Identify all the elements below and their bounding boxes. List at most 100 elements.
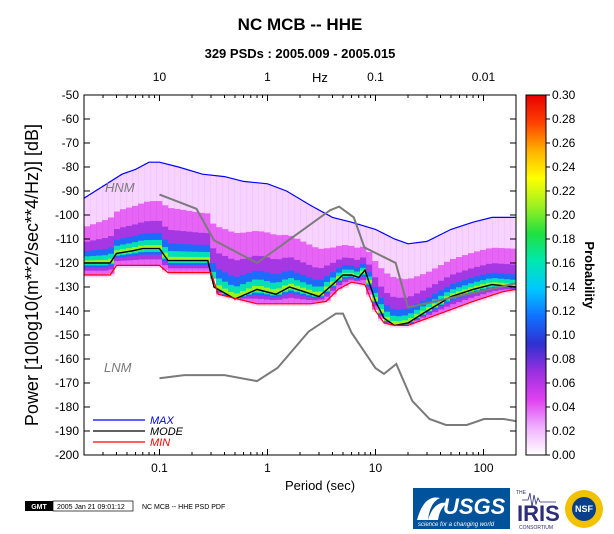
pdf-cell <box>186 256 193 262</box>
pdf-cell <box>390 315 397 326</box>
pdf-cell <box>486 282 493 287</box>
nsf-logo-text: NSF <box>575 504 594 514</box>
plot-area <box>83 94 517 456</box>
pdf-cell <box>270 282 277 296</box>
colorbar-gradient <box>525 94 547 456</box>
pdf-cell <box>276 288 283 294</box>
pdf-cell <box>312 291 319 296</box>
pdf-cell <box>216 285 223 291</box>
pdf-cell <box>390 320 397 325</box>
usgs-tagline: science for a changing world <box>418 522 495 528</box>
pdf-cell <box>240 290 247 296</box>
pdf-cell <box>384 316 391 321</box>
pdf-cell <box>456 291 463 295</box>
pdf-cell <box>264 287 271 293</box>
pdf-cell <box>102 259 109 264</box>
pdf-cell <box>144 245 151 250</box>
colorbar-tick-label: 0.28 <box>552 112 576 126</box>
iris-logo: THE IRIS CONSORTIUM <box>516 490 560 531</box>
y-tick-label: -140 <box>55 304 79 318</box>
pdf-cell <box>318 291 325 296</box>
y-tick-label: -90 <box>62 184 80 198</box>
colorbar: 0.00 0.02 0.04 0.06 0.08 0.10 0.12 0.14 0.16 0.18… <box>525 88 597 462</box>
pdf-cell <box>498 282 505 287</box>
y-tick-label: -150 <box>55 328 79 342</box>
pdf-cell <box>354 274 361 278</box>
colorbar-tick-label: 0.06 <box>552 376 576 390</box>
pdf-cell <box>384 311 391 322</box>
colorbar-tick-label: 0.24 <box>552 160 576 174</box>
pdf-cell <box>450 293 457 297</box>
top-axis-ticks: 10 1 0.1 0.01 <box>153 70 496 84</box>
pdf-cell <box>510 283 516 288</box>
pdf-cell <box>318 286 325 297</box>
x-axis-label: Period (sec) <box>285 478 355 493</box>
legend-label: MAX <box>150 415 175 427</box>
colorbar-tick-label: 0.30 <box>552 88 576 102</box>
gmt-badge-text: GMT <box>31 504 47 511</box>
pdf-cell <box>114 250 121 255</box>
y-tick-label: -70 <box>62 136 80 150</box>
pdf-cell <box>222 281 229 295</box>
y-axis-label: Power [10log10(m**2/sec**4/Hz)] [dB] <box>22 124 42 426</box>
x-tick-label: 10 <box>369 461 383 475</box>
top-tick-label: 1 <box>264 70 271 84</box>
top-tick-label: 0.1 <box>367 70 384 84</box>
legend-label: MIN <box>150 437 170 449</box>
pdf-cell <box>414 314 421 318</box>
pdf-cell <box>234 293 241 299</box>
x-tick-label: 100 <box>473 461 493 475</box>
pdf-cell <box>396 316 403 326</box>
legend-label: MODE <box>150 426 184 438</box>
colorbar-tick-label: 0.20 <box>552 208 576 222</box>
y-tick-label: -190 <box>55 424 79 438</box>
pdf-cell <box>420 306 427 315</box>
pdf-cell <box>192 257 199 262</box>
usgs-wave-icon <box>417 497 448 520</box>
nsf-logo: NSF <box>565 490 603 528</box>
nsf-logo-globe <box>572 497 596 521</box>
y-tick-label: -50 <box>62 88 80 102</box>
hnm-label: HNM <box>105 180 135 195</box>
y-tick-label: -130 <box>55 280 79 294</box>
lnm-label: LNM <box>104 360 132 375</box>
colorbar-tick-label: 0.22 <box>552 184 576 198</box>
usgs-logo: USGS science for a changing world <box>413 488 510 529</box>
pdf-cell <box>252 285 259 292</box>
pdf-cell <box>462 289 469 294</box>
colorbar-tick-label: 0.16 <box>552 256 576 270</box>
iris-small-bottom: CONSORTIUM <box>519 525 553 531</box>
pdf-cell <box>258 286 265 292</box>
pdf-cell <box>426 307 433 311</box>
pdf-cell <box>210 271 217 279</box>
pdf-cell <box>300 287 307 293</box>
y-tick-label: -200 <box>55 448 79 462</box>
series-line-lnm <box>159 312 516 426</box>
pdf-cell <box>198 257 205 262</box>
pdf-cell <box>246 288 253 294</box>
colorbar-tick-label: 0.12 <box>552 304 576 318</box>
usgs-logo-text: USGS <box>443 494 506 519</box>
pdf-cell <box>168 256 175 262</box>
footer-caption: NC MCB -- HHE PSD PDF <box>142 504 225 511</box>
pdf-cell <box>156 245 163 250</box>
pdf-cell <box>288 283 295 289</box>
pdf-cell <box>132 247 139 252</box>
pdf-cell <box>498 278 505 287</box>
pdf-cell <box>228 291 235 298</box>
y-tick-label: -60 <box>62 112 80 126</box>
y-tick-label: -100 <box>55 208 79 222</box>
pdf-cell <box>504 279 511 288</box>
y-tick-label: -120 <box>55 256 79 270</box>
top-tick-label: 10 <box>153 70 167 84</box>
timestamp: 2005 Jan 21 09:01:12 <box>57 504 125 511</box>
pdf-cell <box>378 304 385 314</box>
pdf-cell <box>306 289 313 295</box>
pdf-cell <box>228 284 235 298</box>
colorbar-tick-label: 0.10 <box>552 328 576 342</box>
y-tick-label: -160 <box>55 352 79 366</box>
series-line-min <box>84 264 516 326</box>
pdf-cell <box>246 281 253 295</box>
probability-density-field <box>84 162 516 328</box>
